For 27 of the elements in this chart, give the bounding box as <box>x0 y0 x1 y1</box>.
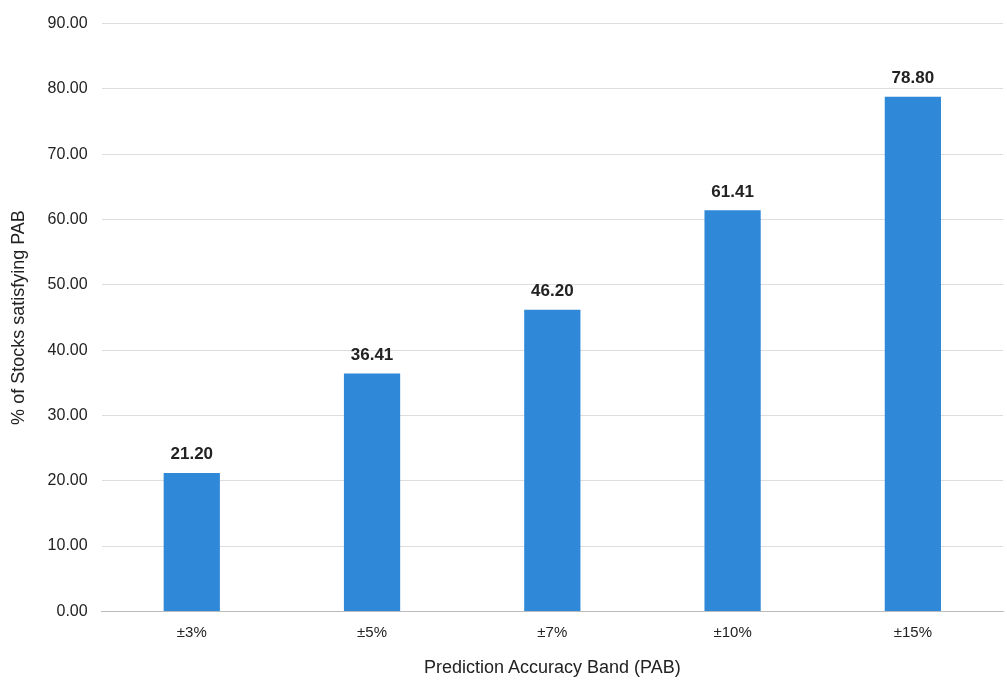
y-tick-label: 60.00 <box>47 209 88 227</box>
y-tick-label: 20.00 <box>47 471 88 489</box>
y-tick-label: 10.00 <box>47 536 88 554</box>
x-tick-label: ±10% <box>713 622 752 640</box>
y-tick-label: 50.00 <box>47 275 88 293</box>
y-tick-label: 80.00 <box>47 79 88 97</box>
bar <box>524 309 581 611</box>
x-tick-label: ±7% <box>537 622 568 640</box>
bar <box>704 210 761 611</box>
x-tick-label: ±3% <box>176 622 207 640</box>
data-label: 21.20 <box>170 444 214 464</box>
y-tick-label: 0.00 <box>56 601 88 619</box>
x-axis-title: Prediction Accuracy Band (PAB) <box>423 657 681 678</box>
y-tick-label: 30.00 <box>47 405 88 423</box>
y-tick-label: 90.00 <box>47 14 88 32</box>
y-tick-label: 70.00 <box>47 144 88 162</box>
data-label: 61.41 <box>711 181 754 201</box>
y-tick-label: 40.00 <box>47 340 88 358</box>
bar <box>163 472 220 611</box>
data-label: 46.20 <box>531 280 574 300</box>
x-tick-label: ±15% <box>893 622 932 640</box>
bar <box>343 373 401 611</box>
x-tick-label: ±5% <box>357 622 388 640</box>
data-label: 36.41 <box>350 344 394 364</box>
bar <box>884 96 941 611</box>
y-axis-title: % of Stocks satisfying PAB <box>7 210 28 425</box>
data-label: 78.80 <box>891 67 935 87</box>
